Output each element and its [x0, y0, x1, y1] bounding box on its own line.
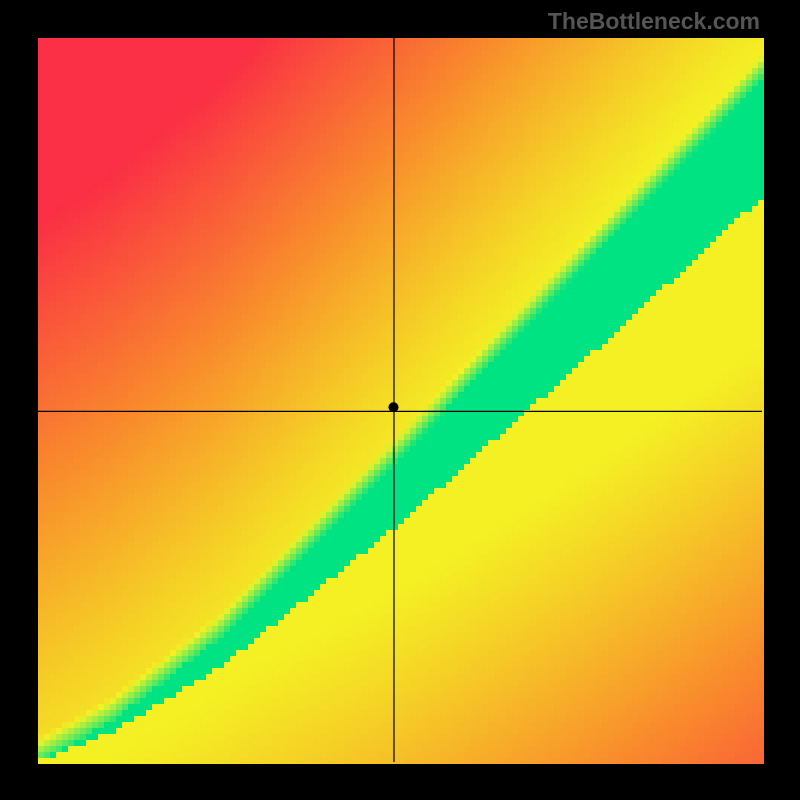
- chart-container: TheBottleneck.com: [0, 0, 800, 800]
- heatmap-canvas: [0, 0, 800, 800]
